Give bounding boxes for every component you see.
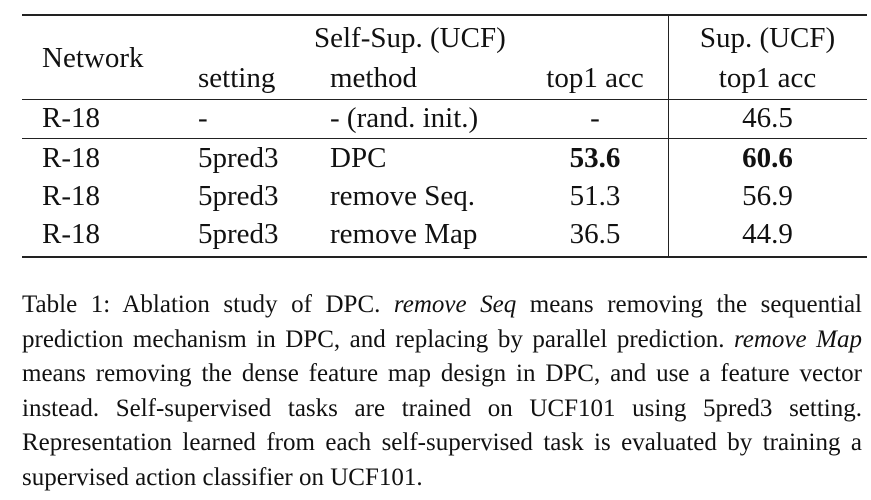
header-sup-group: Sup. (UCF) [699, 22, 836, 54]
row-0-sup-top1: 46.5 [742, 102, 793, 134]
row-1-method: DPC [330, 142, 387, 174]
caption-part3: means removing the dense feature map des… [22, 360, 862, 491]
row-3-method: remove Map [330, 218, 478, 250]
header-sup-top1: top1 acc [718, 62, 817, 94]
header-method: method [330, 62, 417, 94]
table-top-rule [22, 14, 867, 16]
row-3-setting: 5pred3 [198, 218, 279, 250]
row-0-self-top1: - [590, 102, 600, 134]
row-3-network: R-18 [42, 218, 100, 250]
row-2-sup-top1: 56.9 [742, 180, 793, 212]
caption-label: Table 1: [22, 291, 111, 318]
row-3-sup-top1: 44.9 [742, 218, 793, 250]
row-0-network: R-18 [42, 102, 100, 134]
row-3-self-top1: 36.5 [569, 218, 621, 250]
row-0-setting: - [198, 102, 208, 134]
header-setting: setting [198, 62, 276, 94]
header-self-sup-group: Self-Sup. (UCF) [314, 22, 506, 54]
row-2-setting: 5pred3 [198, 180, 279, 212]
row-1-network: R-18 [42, 142, 100, 174]
header-rule [22, 99, 867, 100]
table-caption: Table 1: Ablation study of DPC. remove S… [22, 288, 862, 495]
row-1-setting: 5pred3 [198, 142, 279, 174]
table-vertical-rule [668, 14, 669, 256]
row-2-method: remove Seq. [330, 180, 475, 212]
caption-part1: Ablation study of DPC. [110, 291, 394, 318]
header-network: Network [42, 42, 144, 74]
row-rule [22, 138, 867, 139]
row-2-network: R-18 [42, 180, 100, 212]
row-1-sup-top1: 60.6 [742, 142, 793, 174]
caption-italic-remove-seq: remove Seq [393, 291, 517, 318]
caption-italic-remove-map: remove Map [733, 325, 862, 353]
row-1-self-top1: 53.6 [569, 142, 621, 174]
header-self-top1: top1 acc [546, 62, 644, 94]
row-2-self-top1: 51.3 [569, 180, 621, 212]
caption-part2: means removing the sequential prediction… [22, 291, 863, 353]
row-0-method: - (rand. init.) [330, 102, 479, 134]
table-bottom-rule [22, 256, 867, 258]
